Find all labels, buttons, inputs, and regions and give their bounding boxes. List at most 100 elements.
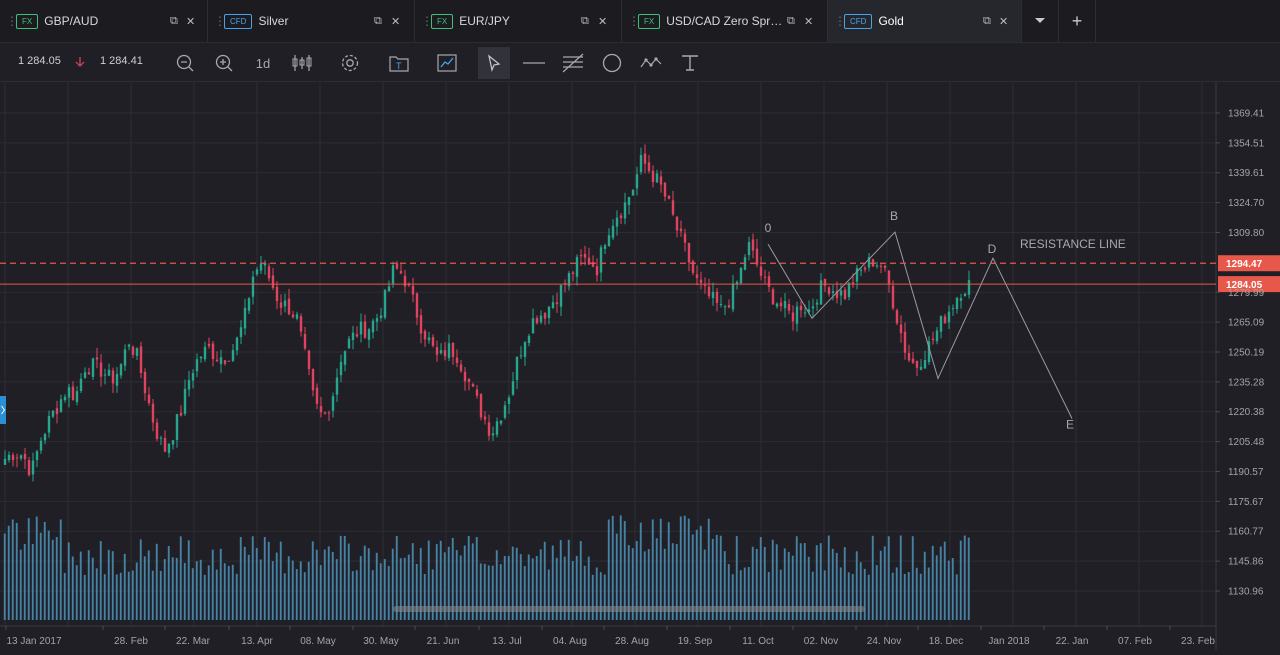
candle-body [875, 265, 879, 267]
detach-icon[interactable]: ⧉ [983, 15, 991, 27]
candle-body [791, 312, 795, 322]
close-icon[interactable]: ✕ [999, 16, 1009, 28]
candle-body [915, 360, 919, 368]
tab-silver[interactable]: ⋮ CFD Silver ⧉ ✕ [208, 0, 415, 42]
candle-body [103, 374, 107, 376]
current-price-tag [1218, 276, 1280, 293]
tab-usd-cad[interactable]: ⋮ FX USD/CAD Zero Spr… ⧉ ✕ [622, 0, 828, 42]
candle-body [343, 351, 347, 365]
candle-body [795, 306, 799, 324]
drag-grip-icon[interactable]: ⋮ [6, 14, 18, 28]
candle-body [615, 217, 619, 227]
candle-body [583, 253, 587, 258]
close-icon[interactable]: ✕ [186, 16, 196, 28]
close-icon[interactable]: ✕ [598, 16, 608, 28]
candle-body [855, 268, 859, 282]
add-tab-button[interactable]: + [1059, 0, 1096, 42]
zoom-in-button[interactable] [208, 47, 240, 79]
cursor-tool-button[interactable] [478, 47, 510, 79]
time-tick-label: 28. Feb [114, 636, 148, 647]
detach-icon[interactable]: ⧉ [787, 15, 795, 27]
candle-body [71, 386, 75, 401]
volume-bar [223, 563, 226, 620]
candle-body [487, 422, 491, 436]
detach-icon[interactable]: ⧉ [374, 15, 382, 27]
candle-body [275, 286, 279, 302]
price-tick-label: 1265.09 [1228, 318, 1265, 329]
volume-bar [839, 567, 842, 620]
side-panel-toggle[interactable] [0, 396, 6, 424]
candle-body [287, 298, 291, 315]
text-tool-button[interactable] [674, 47, 706, 79]
volume-bar [955, 574, 958, 620]
tab-gold[interactable]: ⋮ CFD Gold ⧉ ✕ [828, 0, 1022, 42]
volume-bar [35, 516, 38, 620]
candle-body [255, 269, 259, 275]
price-chart[interactable]: 0 B D E RESISTANCE LINE 1294.47 1284.05 1369.… [0, 82, 1280, 650]
candle-body [115, 373, 119, 386]
template-button[interactable]: T [383, 47, 415, 79]
volume-bar [583, 565, 586, 620]
interval-button[interactable]: 1d [247, 47, 279, 79]
volume-bar [259, 559, 262, 620]
circle-tool-button[interactable] [596, 47, 628, 79]
text-tool-icon [682, 55, 698, 71]
candle-body [771, 289, 775, 305]
tab-eur-jpy[interactable]: ⋮ FX EUR/JPY ⧉ ✕ [415, 0, 622, 42]
candle-body [627, 197, 631, 206]
price-tick-label: 1205.48 [1228, 437, 1265, 448]
chart-style-button[interactable] [286, 47, 318, 79]
candle-body [207, 343, 211, 347]
volume-bar [635, 540, 638, 620]
chart-type-button[interactable] [431, 47, 463, 79]
drag-grip-icon[interactable]: ⋮ [628, 14, 640, 28]
volume-bar [179, 536, 182, 620]
volume-bar [75, 565, 78, 620]
drag-grip-icon[interactable]: ⋮ [834, 14, 846, 28]
volume-bar [435, 544, 438, 620]
zoom-out-button[interactable] [169, 47, 201, 79]
candle-body [531, 318, 535, 334]
volume-bar [111, 551, 114, 620]
candle-body [671, 200, 675, 215]
time-tick-label: 13 Jan 2017 [6, 636, 61, 647]
chart-canvas[interactable]: 0 B D E RESISTANCE LINE 1294.47 1284.05 1369.… [0, 82, 1280, 650]
candle-body [651, 170, 655, 183]
volume-bar [351, 571, 354, 620]
candle-body [763, 276, 767, 278]
fibonacci-tool-button[interactable] [557, 47, 589, 79]
volume-bar [487, 565, 490, 620]
candle-body [403, 275, 407, 287]
volume-bar [607, 519, 610, 620]
volume-bar [163, 559, 166, 620]
detach-icon[interactable]: ⧉ [170, 15, 178, 27]
drag-grip-icon[interactable]: ⋮ [421, 14, 433, 28]
volume-bar [123, 553, 126, 620]
tabs-dropdown-button[interactable] [1022, 0, 1059, 42]
close-icon[interactable]: ✕ [391, 16, 401, 28]
volume-bar [387, 565, 390, 620]
price-tick-label: 1190.57 [1228, 467, 1264, 478]
volume-bar [931, 545, 934, 620]
tab-gbp-aud[interactable]: ⋮ FX GBP/AUD ⧉ ✕ [0, 0, 208, 42]
wave-tool-button[interactable] [635, 47, 667, 79]
bid-price: 1 284.05 [18, 55, 61, 67]
volume-bar [943, 541, 946, 620]
volume-bar [63, 572, 66, 620]
detach-icon[interactable]: ⧉ [581, 15, 589, 27]
candle-body [319, 406, 323, 413]
settings-icon [341, 54, 359, 72]
candle-body [131, 346, 135, 355]
candle-body [171, 440, 175, 445]
time-axis: 13 Jan 2017 28. Feb 22. Mar 13. Apr 08. May 3… [5, 626, 1215, 647]
candle-body [839, 290, 843, 296]
close-icon[interactable]: ✕ [804, 16, 814, 28]
drag-grip-icon[interactable]: ⋮ [214, 14, 226, 28]
candle-body [311, 369, 315, 391]
settings-button[interactable] [334, 47, 366, 79]
volume-bar [187, 540, 190, 620]
candle-body [231, 350, 235, 361]
line-tool-button[interactable] [518, 47, 550, 79]
volume-bar [283, 573, 286, 620]
volume-bar [547, 569, 550, 620]
